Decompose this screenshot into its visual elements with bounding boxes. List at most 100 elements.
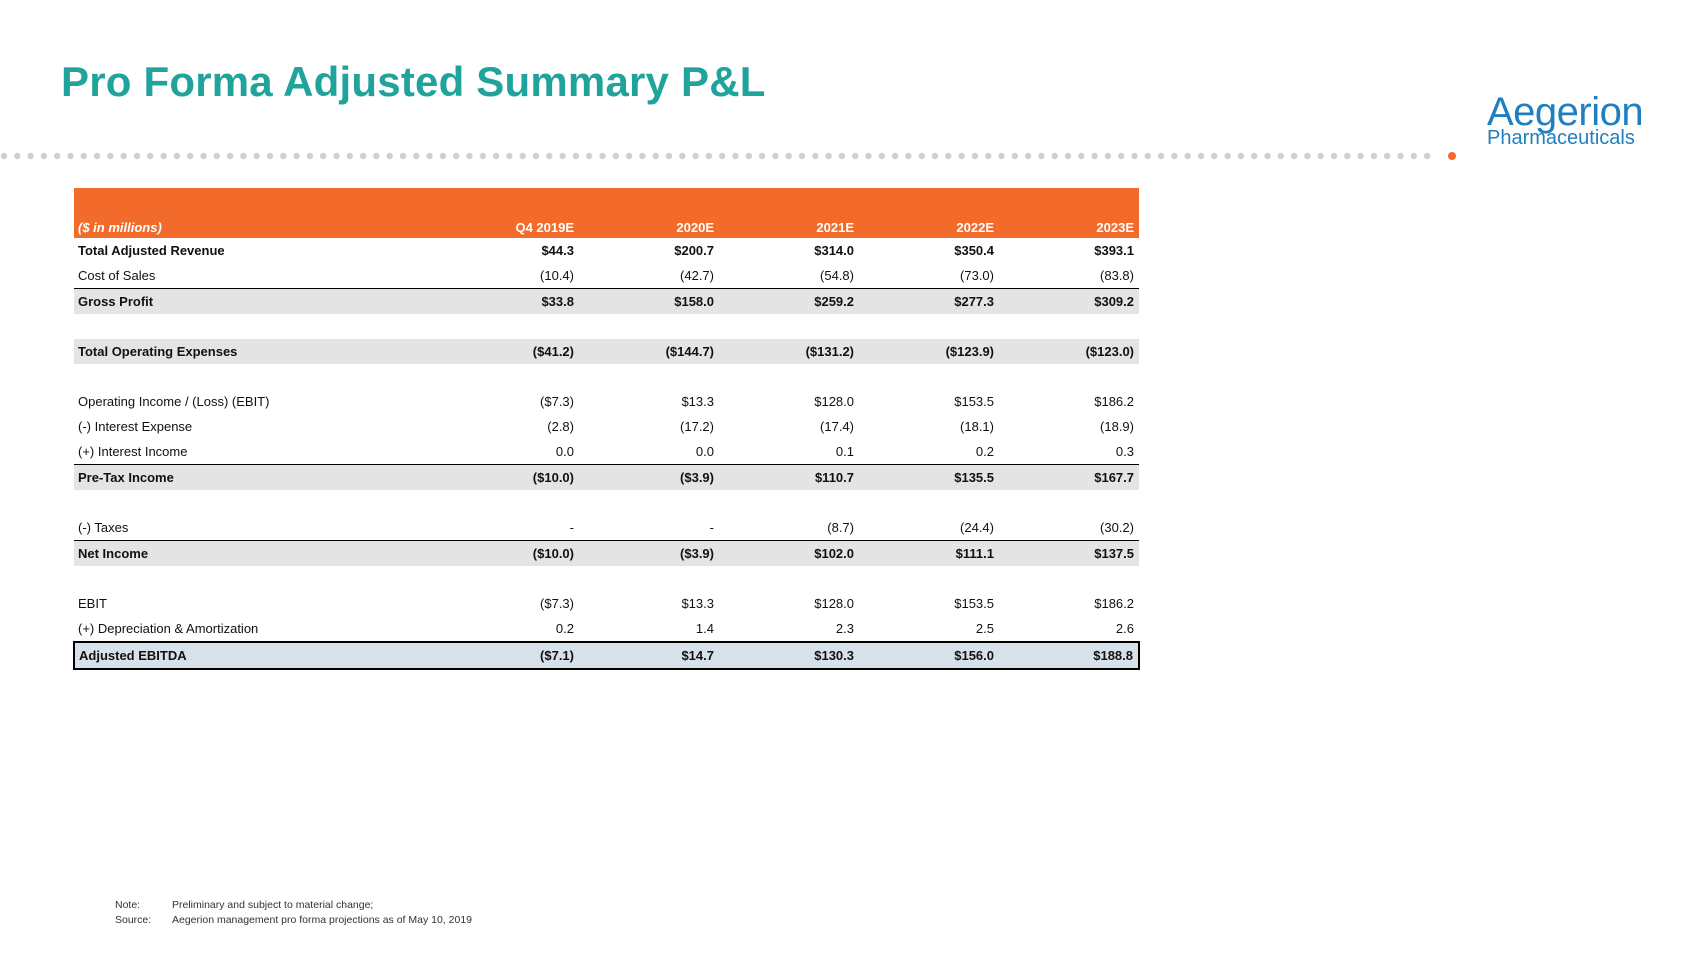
divider-dot xyxy=(1357,152,1364,160)
divider-dot xyxy=(173,152,181,160)
row-value: 0.1 xyxy=(835,444,854,459)
spacer-cell xyxy=(439,314,579,339)
divider-dot xyxy=(1423,152,1431,160)
spacer-cell xyxy=(719,314,859,339)
row-value: $135.5 xyxy=(859,464,999,490)
divider-dot xyxy=(665,152,673,160)
row-value: (83.8) xyxy=(1100,268,1134,283)
row-value: (30.2) xyxy=(1100,520,1134,535)
divider-dot xyxy=(838,152,846,160)
divider-dot xyxy=(120,152,127,160)
table-row: Gross Profit $33.8 $158.0 $259.2 $277.3 $309.… xyxy=(74,288,1139,314)
row-value: $167.7 xyxy=(999,464,1139,490)
column-header: 2023E xyxy=(1096,220,1134,235)
column-header: Q4 2019E xyxy=(515,220,574,235)
divider-dot xyxy=(772,152,779,160)
divider-dot xyxy=(998,152,1005,160)
row-value: $200.7 xyxy=(674,243,714,258)
divider-dot xyxy=(971,152,979,160)
row-value: $158.0 xyxy=(579,288,719,314)
row-value: $111.1 xyxy=(859,540,999,566)
row-value: $156.0 xyxy=(859,641,999,670)
divider-dot xyxy=(40,152,48,160)
spacer-row xyxy=(74,314,1139,339)
row-value: $277.3 xyxy=(859,288,999,314)
spacer-cell xyxy=(719,566,859,591)
row-value: (10.4) xyxy=(540,268,574,283)
logo-subtitle: Pharmaceuticals xyxy=(1487,127,1635,149)
row-label: (-) Taxes xyxy=(78,520,129,535)
row-label: (+) Depreciation & Amortization xyxy=(78,621,259,636)
divider-dot xyxy=(293,152,300,160)
divider-dot xyxy=(1290,152,1298,160)
divider-dot xyxy=(599,152,606,160)
divider-dot xyxy=(147,152,154,160)
column-header: 2022E xyxy=(956,220,994,235)
spacer-cell xyxy=(859,566,999,591)
row-value: $309.2 xyxy=(999,288,1139,314)
divider-dot xyxy=(1304,152,1311,160)
divider-dot xyxy=(1197,152,1205,160)
row-value: 0.2 xyxy=(555,621,574,636)
divider-dot xyxy=(1410,152,1418,160)
row-value: $33.8 xyxy=(439,288,579,314)
divider-dot xyxy=(240,152,247,160)
divider-dot xyxy=(958,152,965,160)
divider-dot xyxy=(559,152,566,160)
spacer-cell xyxy=(74,314,439,339)
divider-dot xyxy=(985,152,992,160)
row-value: $110.7 xyxy=(719,464,859,490)
divider-dot xyxy=(612,152,619,160)
divider-dot xyxy=(359,152,367,160)
page-title: Pro Forma Adjusted Summary P&L xyxy=(61,58,766,105)
divider-dot xyxy=(546,152,553,160)
row-value: ($10.0) xyxy=(439,464,579,490)
divider-dot xyxy=(1118,152,1125,160)
spacer-cell xyxy=(439,364,579,389)
spacer-cell xyxy=(74,490,439,515)
divider-dot xyxy=(1264,152,1271,160)
divider-dot xyxy=(798,152,806,160)
divider-dot xyxy=(785,152,792,160)
row-value: (8.7) xyxy=(827,520,854,535)
row-value: (2.8) xyxy=(547,419,574,434)
spacer-row xyxy=(74,490,1139,515)
spacer-row xyxy=(74,566,1139,591)
divider-dot xyxy=(133,152,141,160)
divider-dot xyxy=(891,152,899,160)
divider-dot xyxy=(187,152,194,160)
divider-dot xyxy=(506,152,513,160)
spacer-cell xyxy=(999,490,1139,515)
table-header-row: ($ in millions) Q4 2019E 2020E 2021E 202… xyxy=(74,213,1139,238)
row-value: $153.5 xyxy=(954,394,994,409)
divider-dot xyxy=(1038,152,1045,160)
row-value: ($10.0) xyxy=(439,540,579,566)
table-row: Cost of Sales (10.4) (42.7) (54.8) (73.0) (83… xyxy=(74,263,1139,289)
divider-dot xyxy=(1184,152,1191,160)
divider-dot xyxy=(1091,152,1098,160)
divider-dot xyxy=(1171,152,1178,160)
spacer-cell xyxy=(859,490,999,515)
row-value: $128.0 xyxy=(814,394,854,409)
divider-dot xyxy=(1144,152,1152,160)
row-value: $314.0 xyxy=(814,243,854,258)
divider-dot xyxy=(1384,152,1391,160)
divider-dot xyxy=(27,152,34,160)
unit-label: ($ in millions) xyxy=(78,220,162,235)
row-value: ($3.9) xyxy=(579,464,719,490)
row-label: Gross Profit xyxy=(74,288,439,314)
column-header: 2020E xyxy=(676,220,714,235)
row-value: 0.3 xyxy=(1115,444,1134,459)
divider-dot xyxy=(1131,152,1138,160)
divider-dot xyxy=(1104,152,1112,160)
divider-dot xyxy=(54,152,61,160)
divider-dot xyxy=(1024,152,1032,160)
divider-dot xyxy=(519,152,526,160)
row-value: (24.4) xyxy=(960,520,994,535)
divider-dot xyxy=(1211,152,1218,160)
divider-dot xyxy=(1157,152,1165,160)
divider-dot xyxy=(639,152,646,160)
divider-dot xyxy=(266,152,274,160)
spacer-cell xyxy=(579,314,719,339)
row-value: $188.8 xyxy=(999,641,1140,670)
